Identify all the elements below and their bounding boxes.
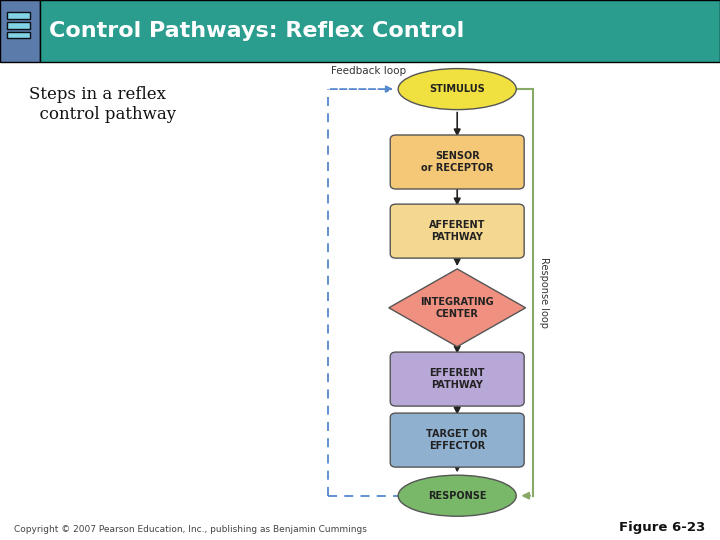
Text: Control Pathways: Reflex Control: Control Pathways: Reflex Control [49,21,464,41]
FancyBboxPatch shape [390,135,524,189]
Text: INTEGRATING
CENTER: INTEGRATING CENTER [420,297,494,319]
Text: Feedback loop: Feedback loop [331,65,406,76]
Text: Copyright © 2007 Pearson Education, Inc., publishing as Benjamin Cummings: Copyright © 2007 Pearson Education, Inc.… [14,524,367,534]
FancyBboxPatch shape [390,413,524,467]
Text: TARGET OR
EFFECTOR: TARGET OR EFFECTOR [426,429,488,451]
Polygon shape [389,269,526,347]
FancyBboxPatch shape [7,12,30,19]
Text: EFFERENT
PATHWAY: EFFERENT PATHWAY [429,368,485,390]
FancyBboxPatch shape [390,204,524,258]
Text: STIMULUS: STIMULUS [429,84,485,94]
FancyBboxPatch shape [7,32,30,38]
FancyBboxPatch shape [40,0,720,62]
Text: RESPONSE: RESPONSE [428,491,487,501]
Text: Figure 6-23: Figure 6-23 [619,521,706,534]
Ellipse shape [398,475,516,516]
FancyBboxPatch shape [0,0,40,62]
Text: Steps in a reflex
  control pathway: Steps in a reflex control pathway [29,86,176,123]
FancyBboxPatch shape [390,352,524,406]
Text: Response loop: Response loop [539,257,549,328]
Ellipse shape [398,69,516,110]
Text: SENSOR
or RECEPTOR: SENSOR or RECEPTOR [421,151,493,173]
FancyBboxPatch shape [7,22,30,29]
Text: AFFERENT
PATHWAY: AFFERENT PATHWAY [429,220,485,242]
